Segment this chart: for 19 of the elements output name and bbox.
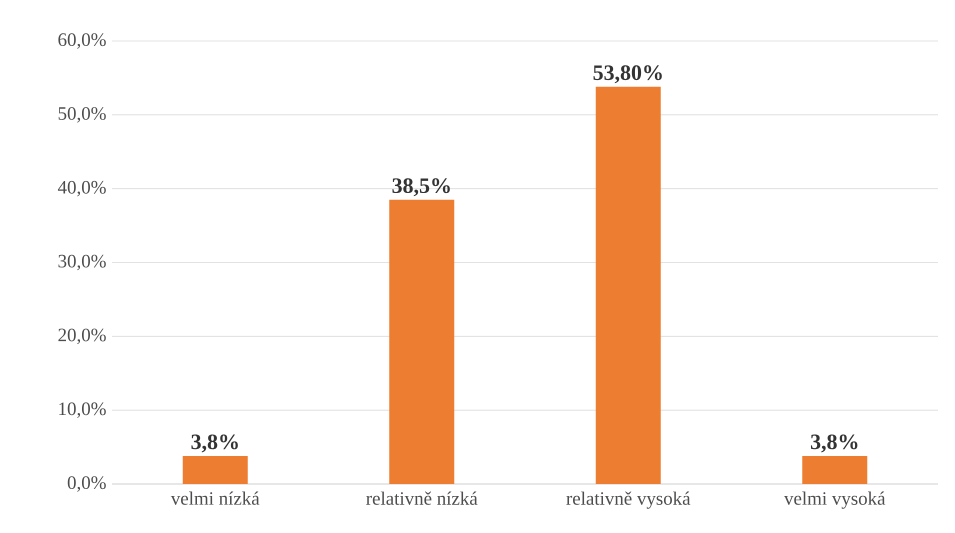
x-tick-label: velmi nízká [170, 492, 260, 505]
data-label: 38,5% [392, 178, 450, 196]
y-tick-label: 0,0% [68, 476, 106, 492]
bar [389, 200, 454, 484]
y-tick-label: 30,0% [58, 254, 106, 270]
y-tick-label: 40,0% [58, 180, 106, 196]
bar [182, 456, 248, 484]
x-tick-label: relativně nízká [366, 492, 478, 505]
y-tick-label: 10,0% [59, 402, 106, 418]
x-tick-label: relativně vysoká [566, 492, 690, 509]
bar [596, 86, 661, 484]
x-tick-label: velmi vysoká [784, 492, 886, 509]
data-label: 53,80% [594, 65, 662, 84]
y-tick-label: 20,0% [58, 328, 106, 344]
y-tick-label: 60,0% [58, 33, 106, 49]
bar [802, 456, 868, 484]
y-tick-label: 50,0% [58, 107, 106, 123]
data-label: 3,8% [191, 434, 238, 452]
data-label: 3,8% [810, 434, 858, 452]
